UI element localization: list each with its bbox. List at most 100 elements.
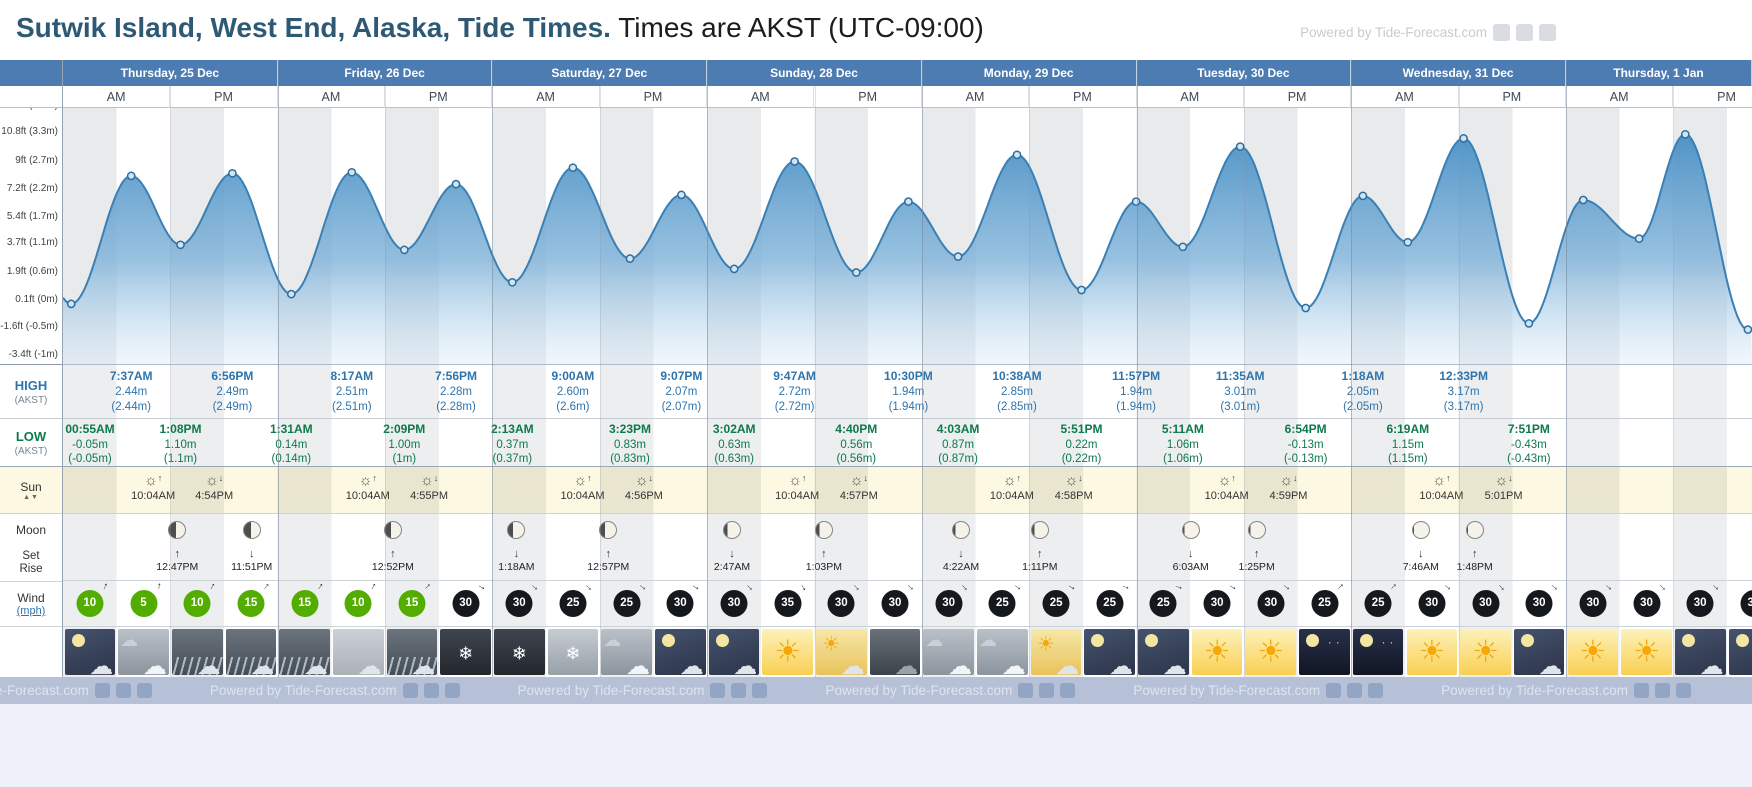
cloud-icon: ☁ [120, 630, 139, 650]
sun-icon: ☀ [822, 633, 841, 656]
cloud-icon: ☁ [925, 630, 944, 650]
y-axis-label: 12.5ft (3.8m) [1, 108, 58, 111]
sunset-entry: ☼↓ 4:56PM [625, 472, 663, 503]
low-tide-entry: 3:02AM 0.63m (0.63m) [712, 422, 756, 465]
moonset-entry: ↓ 1:18AM [498, 548, 535, 573]
sunrise-icon: ☼↑ [1002, 472, 1022, 489]
low-tide-entry: 3:23PM 0.83m (0.83m) [608, 422, 652, 465]
tide-point-high [1358, 191, 1368, 201]
weather-tile-sun: ☀ [1460, 629, 1511, 675]
pm-label: PM [1029, 86, 1137, 108]
mph-unit-link[interactable]: (mph) [16, 605, 46, 617]
wind-speed: 30 [888, 597, 902, 609]
social-icon[interactable] [444, 683, 460, 698]
pm-label: PM [1244, 86, 1352, 108]
wind-label: Wind [17, 591, 45, 605]
social-icon[interactable] [1368, 683, 1384, 698]
sunset-icon: ☼↓ [419, 472, 439, 489]
sun-icon: ☀ [1418, 635, 1446, 669]
sunset-entry: ☼↓ 4:59PM [1270, 472, 1308, 503]
am-label: AM [1351, 86, 1459, 108]
weather-tile-cloud: ☁ ☁ [601, 629, 652, 675]
social-icon[interactable] [731, 683, 747, 698]
wind-direction-arrow: ↑ [528, 581, 541, 593]
social-icon[interactable] [1675, 683, 1691, 698]
social-icon[interactable] [1654, 683, 1670, 698]
weather-tile-cloud: ☁ ☁ [977, 629, 1028, 675]
wind-speed: 35 [781, 597, 795, 609]
moonrise-entry: ↑ 1:11PM [1022, 548, 1058, 573]
am-label: AM [1566, 86, 1674, 108]
social-icon[interactable] [752, 683, 768, 698]
social-icon[interactable] [1347, 683, 1363, 698]
day-header-7[interactable]: Wednesday, 31 Dec [1351, 60, 1566, 86]
sunset-entry: ☼↓ 4:58PM [1055, 472, 1093, 503]
wind-badge: 30↑ [1472, 582, 1506, 617]
sunset-time: 4:55PM [410, 490, 449, 502]
social-icon[interactable] [423, 683, 439, 698]
sunrise-entry: ☼↑ 10:04AM [346, 472, 390, 503]
tide-point-high [677, 190, 686, 200]
sunrise-entry: ☼↑ 10:04AM [131, 472, 175, 503]
social-icon[interactable] [1539, 24, 1556, 41]
day-header-8[interactable]: Thursday, 1 Jan [1566, 60, 1752, 86]
setrise-row: ↑ 12:47PM ↓ 11:51PM ↑ 12:52PM ↓ 1:18AM ↑ 12:57PM ↓… [63, 545, 1752, 581]
social-icon[interactable] [1060, 683, 1076, 698]
social-icon[interactable] [136, 683, 152, 698]
social-icon[interactable] [1018, 683, 1034, 698]
fog-icon: ☁ [357, 653, 382, 676]
sunset-entry: ☼↓ 4:55PM [410, 472, 448, 503]
day-header-4[interactable]: Sunday, 28 Dec [707, 60, 922, 86]
y-axis-label: 7.2ft (2.2m) [6, 182, 58, 194]
day-header-row: Thursday, 25 Dec Friday, 26 Dec Saturday, … [63, 60, 1752, 86]
low-tz-label: (AKST) [14, 445, 48, 457]
moon-icon [715, 634, 729, 647]
low-tide-entry: 1:31AM 0.14m (0.14m) [269, 422, 313, 465]
high-tide-entry: 7:56PM 2.28m (2.28m) [434, 369, 478, 413]
pm-label: PM [170, 86, 278, 108]
high-tide-entry: 1:18AM 2.05m (2.05m) [1341, 369, 1385, 413]
social-icon[interactable] [94, 683, 110, 698]
low-label: LOW [15, 428, 47, 444]
day-header-6[interactable]: Tuesday, 30 Dec [1137, 60, 1352, 86]
wind-speed: 25 [1049, 597, 1063, 609]
social-icon[interactable] [1516, 24, 1533, 41]
weather-tile-rain: ☁ [279, 629, 330, 675]
wind-badge: 30↑ [1257, 582, 1292, 617]
social-icon[interactable] [1633, 683, 1649, 698]
social-icon[interactable] [1039, 683, 1055, 698]
tide-point-low [1743, 325, 1752, 334]
social-icon[interactable] [710, 683, 726, 698]
wind-speed: 30 [459, 597, 472, 609]
social-icon[interactable] [402, 683, 418, 698]
cloud-icon: ☁ [142, 653, 167, 676]
day-header-3[interactable]: Saturday, 27 Dec [492, 60, 708, 86]
day-header-5[interactable]: Monday, 29 Dec [922, 60, 1137, 86]
tide-point-high [451, 179, 461, 189]
tide-point-low [1634, 234, 1644, 243]
wind-direction-arrow: ↑ [1548, 581, 1561, 593]
social-icon[interactable] [1326, 683, 1342, 698]
wind-badge: 30↑ [720, 582, 755, 617]
wind-direction-arrow: ↑ [636, 581, 648, 593]
social-icon[interactable] [1493, 24, 1510, 41]
tide-point-high [1012, 150, 1022, 160]
moon-icon [71, 634, 85, 647]
wind-row-label: Wind (mph) [0, 581, 62, 627]
y-axis-label: -3.4ft (-1m) [8, 348, 58, 360]
day-header-2[interactable]: Friday, 26 Dec [278, 60, 493, 86]
wind-speed: 25 [566, 597, 580, 609]
cloud-icon: ☁ [979, 630, 997, 650]
social-icon[interactable] [115, 683, 131, 698]
tide-point-low [1403, 237, 1413, 247]
wind-badge: 30↑ [827, 582, 862, 617]
wind-speed: 30 [942, 597, 956, 609]
wind-speed: 30 [1264, 597, 1278, 609]
low-tide-entry: 4:40PM 0.56m (0.56m) [835, 422, 878, 465]
tide-table: Thursday, 25 Dec Friday, 26 Dec Saturday, … [63, 60, 1752, 677]
day-header-1[interactable]: Thursday, 25 Dec [63, 60, 278, 86]
low-tide-entry: 2:13AM 0.37m (0.37m) [490, 422, 534, 465]
moonrise-entry: ↑ 1:48PM [1456, 548, 1493, 573]
high-tide-entry: 9:47AM 2.72m (2.72m) [773, 369, 816, 413]
wind-speed: 30 [673, 597, 687, 609]
